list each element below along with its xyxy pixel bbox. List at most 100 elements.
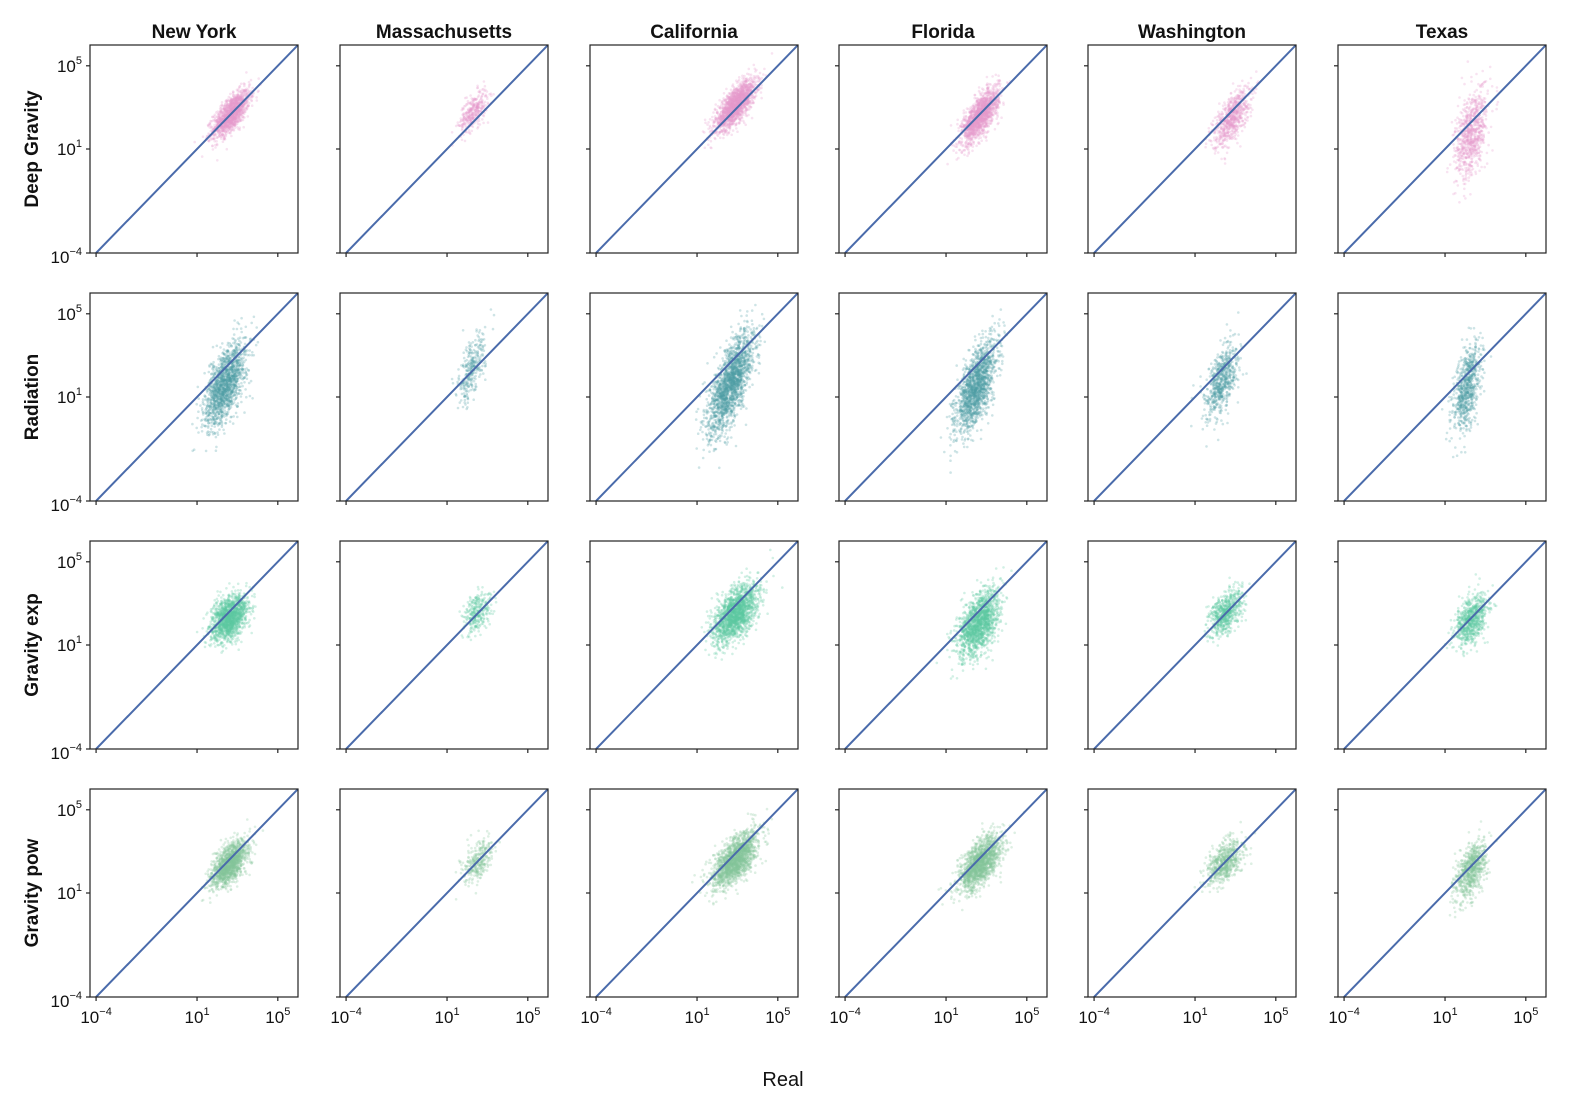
data-point [977,101,980,105]
data-point [238,113,242,117]
data-point [235,102,238,105]
data-point [209,125,213,128]
data-point [731,104,735,108]
data-point [738,96,742,99]
data-point [220,111,224,114]
data-point [969,142,973,145]
data-point [219,110,222,113]
data-point [228,103,231,106]
data-point [230,99,233,103]
data-point [212,134,215,138]
data-point [722,122,726,126]
data-point [746,102,749,106]
data-point [720,129,723,133]
data-point [225,113,228,117]
data-point [734,103,738,106]
data-point [730,102,733,105]
data-point [998,84,1002,88]
data-point [731,97,735,100]
data-point [222,137,226,141]
data-point [723,108,726,111]
data-point [723,121,727,125]
data-point [467,119,470,123]
data-point [236,93,239,97]
data-point [738,113,741,116]
data-point [737,76,741,79]
data-point [227,103,230,106]
data-point [239,118,243,122]
data-point [729,103,732,107]
data-point [731,98,734,102]
data-point [739,94,742,98]
data-point [735,93,739,97]
data-point [1000,116,1003,119]
data-point [235,100,238,103]
data-point [474,113,478,117]
data-point [758,77,761,80]
data-point [257,89,260,93]
data-point [732,96,736,100]
data-point [226,123,229,127]
data-point [725,126,729,129]
data-point [727,125,730,129]
data-point [216,121,220,124]
data-point [729,101,732,105]
data-point [477,110,481,113]
data-point [722,114,726,117]
data-point [230,128,234,131]
data-point [235,112,239,115]
data-point [233,102,237,106]
data-point [736,93,739,96]
data-point [200,155,204,158]
data-point [749,83,753,86]
data-point [731,106,734,109]
data-point [471,103,475,106]
data-point [237,96,241,100]
data-point [250,96,253,100]
data-point [476,112,480,115]
data-point [738,112,742,115]
data-point [725,122,729,126]
data-point [715,111,719,114]
data-point [726,119,730,123]
data-point [255,96,258,99]
data-point [224,125,227,129]
data-point [239,109,243,113]
data-point [480,107,484,111]
data-point [239,119,243,122]
data-point [750,116,754,120]
data-point [224,125,227,128]
data-point [245,71,248,74]
data-point [741,103,745,107]
data-point [239,97,242,100]
data-point [232,106,236,109]
data-point [476,102,480,105]
data-point [730,103,734,107]
data-point [239,95,242,99]
data-point [227,105,230,109]
data-point [734,88,738,92]
data-point [736,108,739,112]
data-point [738,91,742,95]
data-point [251,86,254,90]
data-point [981,87,984,90]
data-point [231,103,235,106]
data-point [744,109,747,112]
data-point [744,91,748,94]
data-point [476,103,480,107]
data-point [734,103,737,106]
data-point [237,127,240,131]
data-point [728,107,732,111]
data-point [726,97,730,100]
data-point [465,118,468,122]
data-point [722,97,725,100]
data-point [739,91,743,94]
data-point [731,97,734,101]
data-point [737,94,740,97]
data-point [736,97,740,100]
data-point [222,125,226,129]
data-point [970,109,973,112]
data-point [733,94,736,98]
data-point [742,93,745,96]
data-point [738,98,741,102]
